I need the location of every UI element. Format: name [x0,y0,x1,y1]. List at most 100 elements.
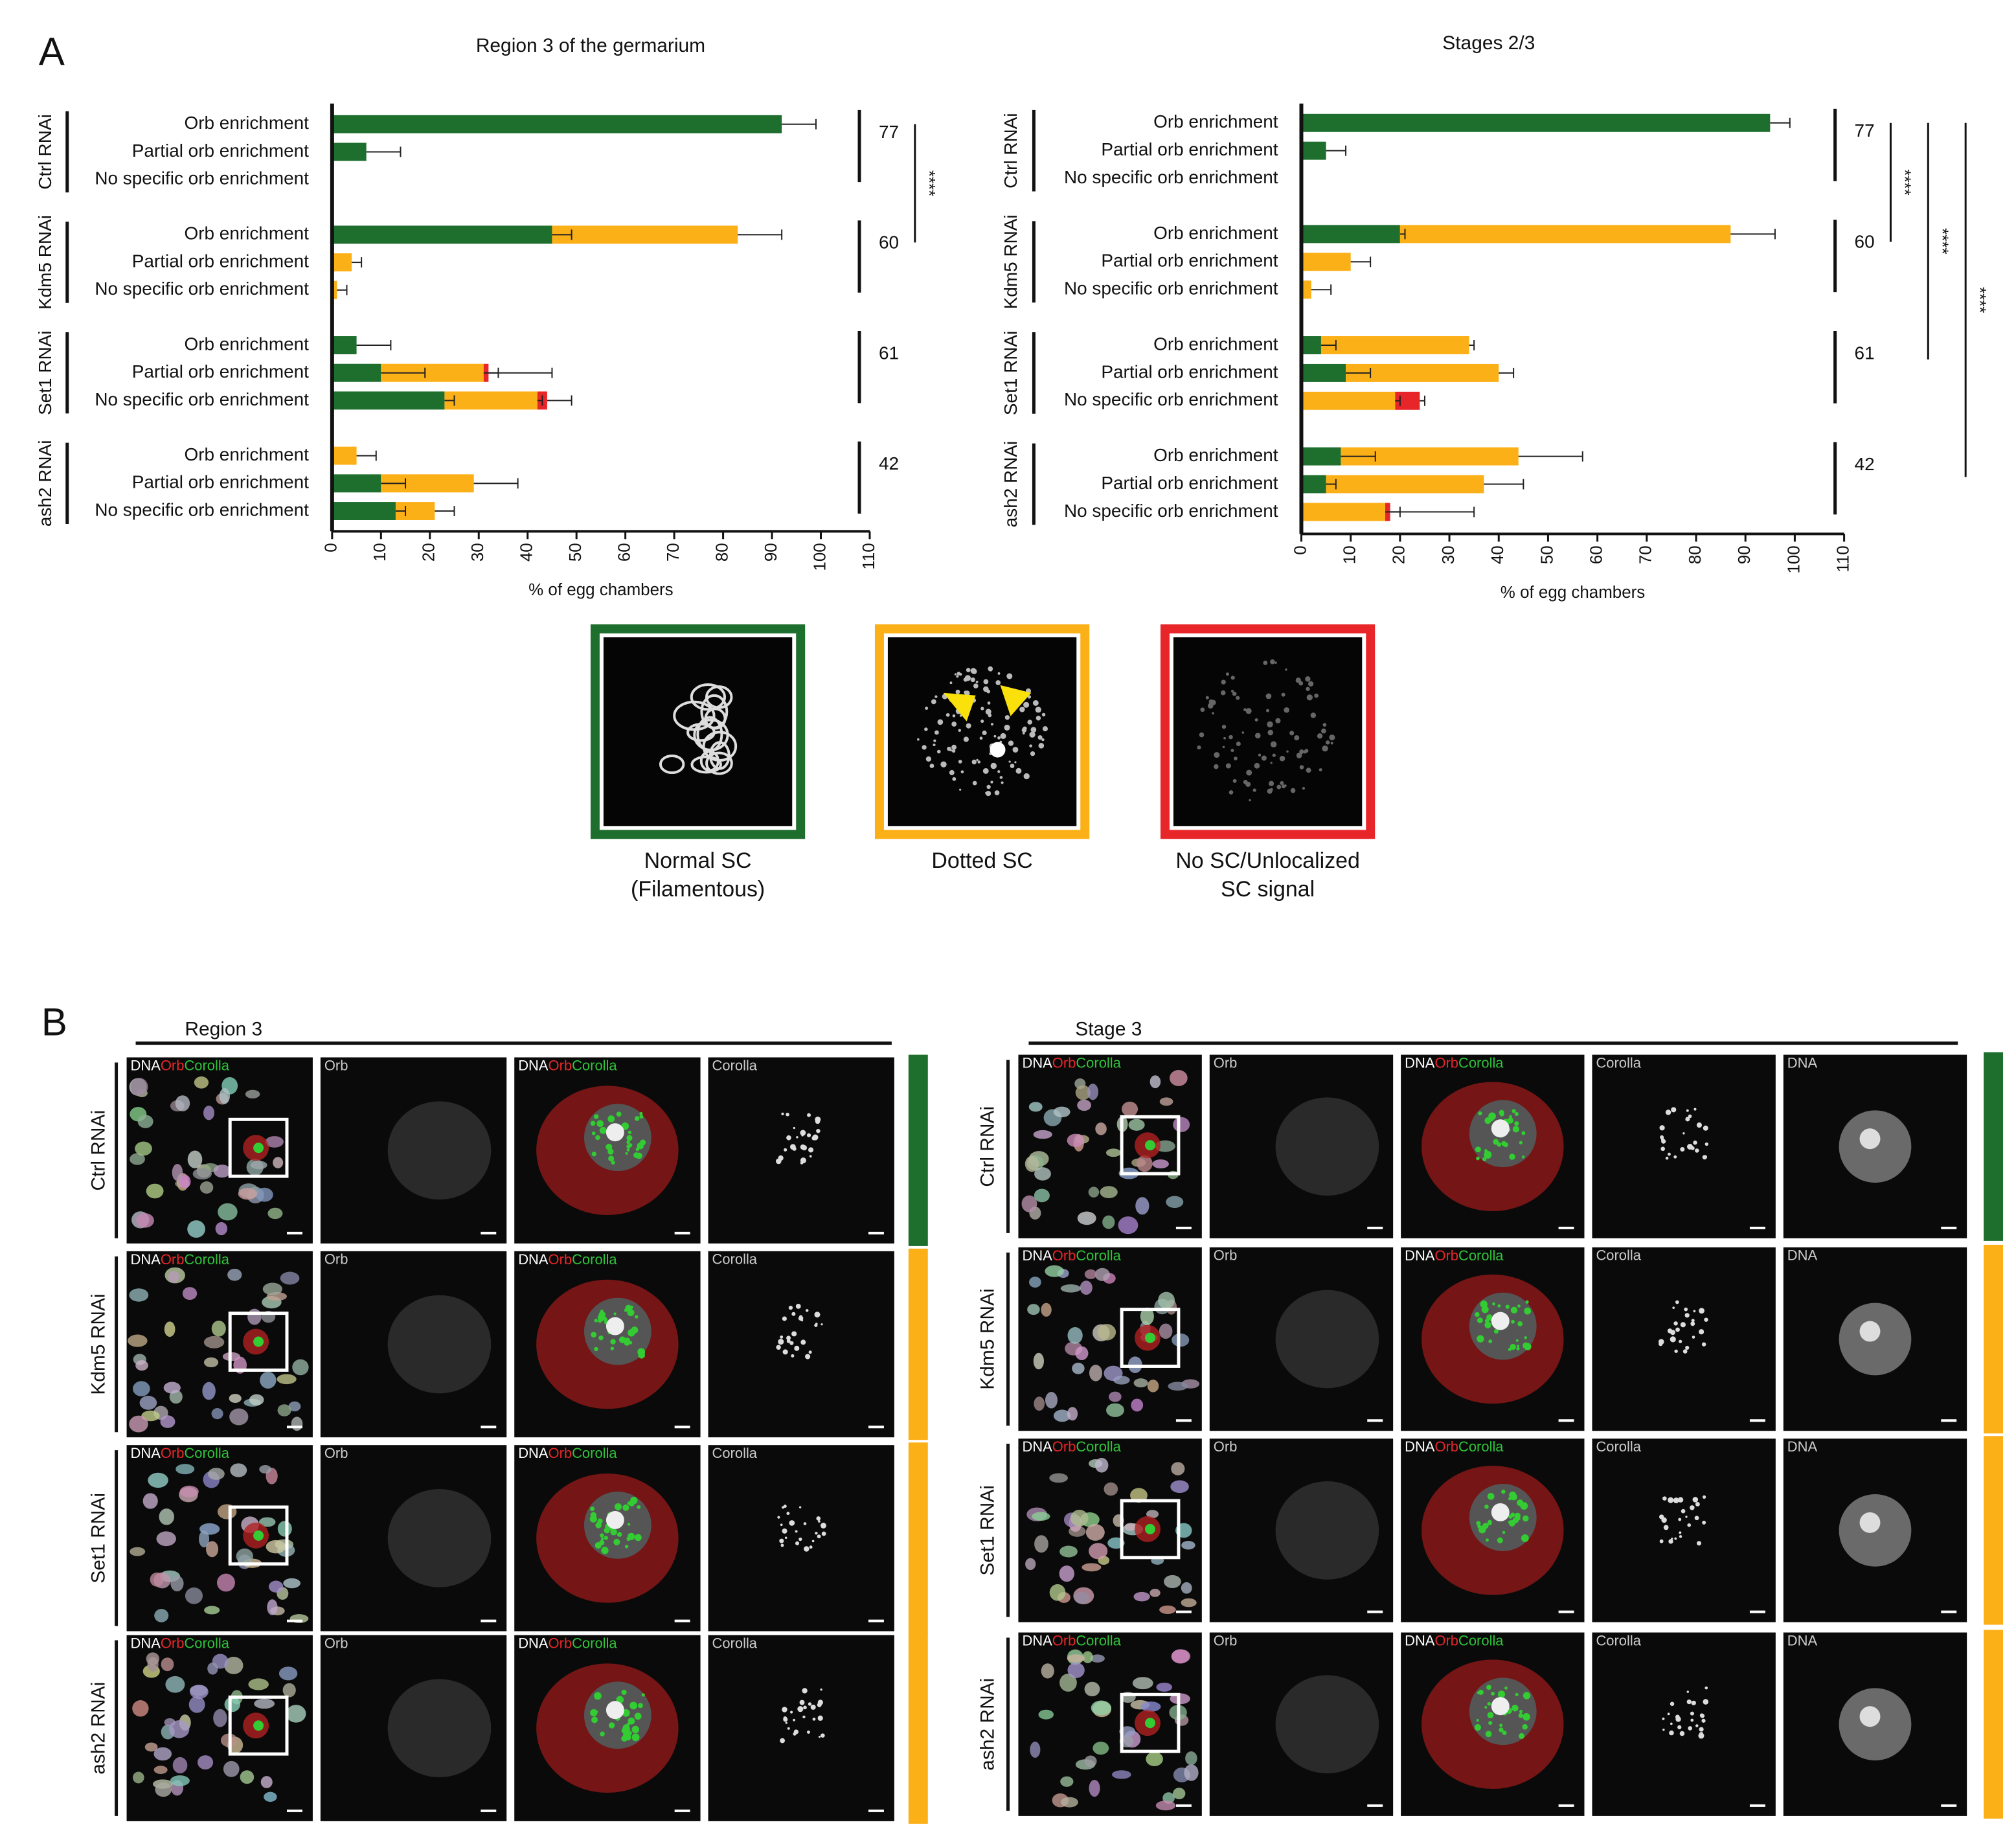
sc-dot [1306,694,1313,701]
corolla-signal [1684,1313,1690,1318]
corolla-signal [812,1134,819,1141]
nucleus [1053,1409,1071,1422]
corolla-signal [778,1339,784,1345]
corolla-signal [1701,1718,1706,1723]
sc-dot [1263,660,1268,665]
sc-dot [987,701,991,705]
sc-filament [690,755,722,774]
nucleus [218,1203,238,1221]
channel-label-part: DNA [131,1057,161,1073]
nucleus [132,1771,144,1784]
bar [1301,391,1396,410]
error-bar [537,395,543,406]
nucleus [1158,1291,1175,1309]
sc-dot [1330,742,1333,745]
sc-dot [1254,733,1261,739]
nucleus [1146,1510,1159,1519]
corolla-signal [1693,1141,1697,1145]
channel-label-part: Corolla [184,1445,229,1461]
oocyte-signal [253,1336,264,1347]
nucleus [203,1357,219,1368]
corolla-signal [1477,1690,1481,1695]
corolla-signal [797,1706,804,1712]
corolla-signal [1524,1343,1532,1350]
corolla-signal [594,1692,602,1700]
sc-dot [990,780,993,784]
category-label: No specific orb enrichment [95,499,309,519]
nucleus [1133,1591,1150,1602]
sc-dot [949,681,953,685]
nucleolus [1491,1503,1510,1521]
nucleus [1102,1215,1115,1229]
nucleus [1034,1167,1051,1181]
sc-dot [917,738,920,741]
nucleus [161,1657,174,1672]
corolla-signal [1691,1700,1696,1705]
sc-dot [983,686,989,692]
corolla-signal [1702,1495,1706,1499]
sc-filament [705,751,733,775]
corolla-signal [1695,1724,1699,1727]
bar [1301,336,1321,354]
bar [1301,503,1386,521]
nucleolus [1491,1312,1510,1330]
channel-label: DNAOrbCorolla [1022,1247,1121,1264]
bar [332,253,352,272]
corolla-signal [595,1135,600,1141]
sc-dot [1232,691,1237,696]
class-bar [1984,1436,2004,1625]
nucleus [1075,1346,1089,1361]
corolla-signal [798,1537,802,1541]
sc-dot [1232,779,1237,783]
corolla-signal [1705,1686,1708,1690]
sc-dot [977,760,981,764]
nucleus [128,1334,148,1347]
nucleus [1060,1284,1082,1293]
zoom-box [228,1312,289,1372]
sc-dot [966,723,971,729]
sc-dot [1008,740,1014,746]
corolla-signal [1682,1349,1688,1354]
corolla-signal [1491,1692,1495,1696]
sc-dot [971,759,977,765]
nucleus [1090,1654,1105,1663]
corolla-signal [1509,1154,1515,1160]
corolla-signal [627,1523,631,1526]
nucleus [1088,1187,1100,1198]
corolla-signal [601,1547,609,1554]
nucleus [1150,1075,1161,1089]
micrograph [708,1251,894,1438]
x-tick-label: 90 [1736,545,1754,564]
sc-dot [933,744,936,747]
nucleus [1089,1543,1108,1560]
nucleus [170,1575,184,1592]
corolla-signal [604,1536,608,1540]
nucleus [282,1683,296,1698]
corolla-signal [1693,1310,1696,1313]
nucleus [199,1181,214,1194]
corolla-signal [781,1112,784,1116]
bar [1346,363,1499,382]
nucleus [133,1381,150,1396]
orb-signal [1275,1097,1379,1196]
sc-dot [950,749,953,752]
nucleus [229,1394,242,1403]
sc-dot [1261,755,1267,761]
corolla-signal [608,1155,615,1162]
corolla-signal [782,1316,787,1321]
significance-label: **** [920,170,938,196]
nucleus [1093,1742,1109,1755]
corolla-signal [1690,1321,1695,1326]
micrograph [1592,1247,1776,1431]
corolla-signal [1520,1502,1528,1510]
sc-dot [1221,690,1226,696]
corolla-signal [627,1310,633,1315]
category-label: No specific orb enrichment [95,279,309,299]
corolla-signal [607,1115,615,1122]
nucleus [144,1742,158,1752]
bar [1320,336,1469,354]
sc-dot [963,736,969,742]
nucleus [129,1415,148,1433]
corolla-signal [1502,1731,1507,1735]
channel-label: DNAOrbCorolla [131,1635,230,1651]
